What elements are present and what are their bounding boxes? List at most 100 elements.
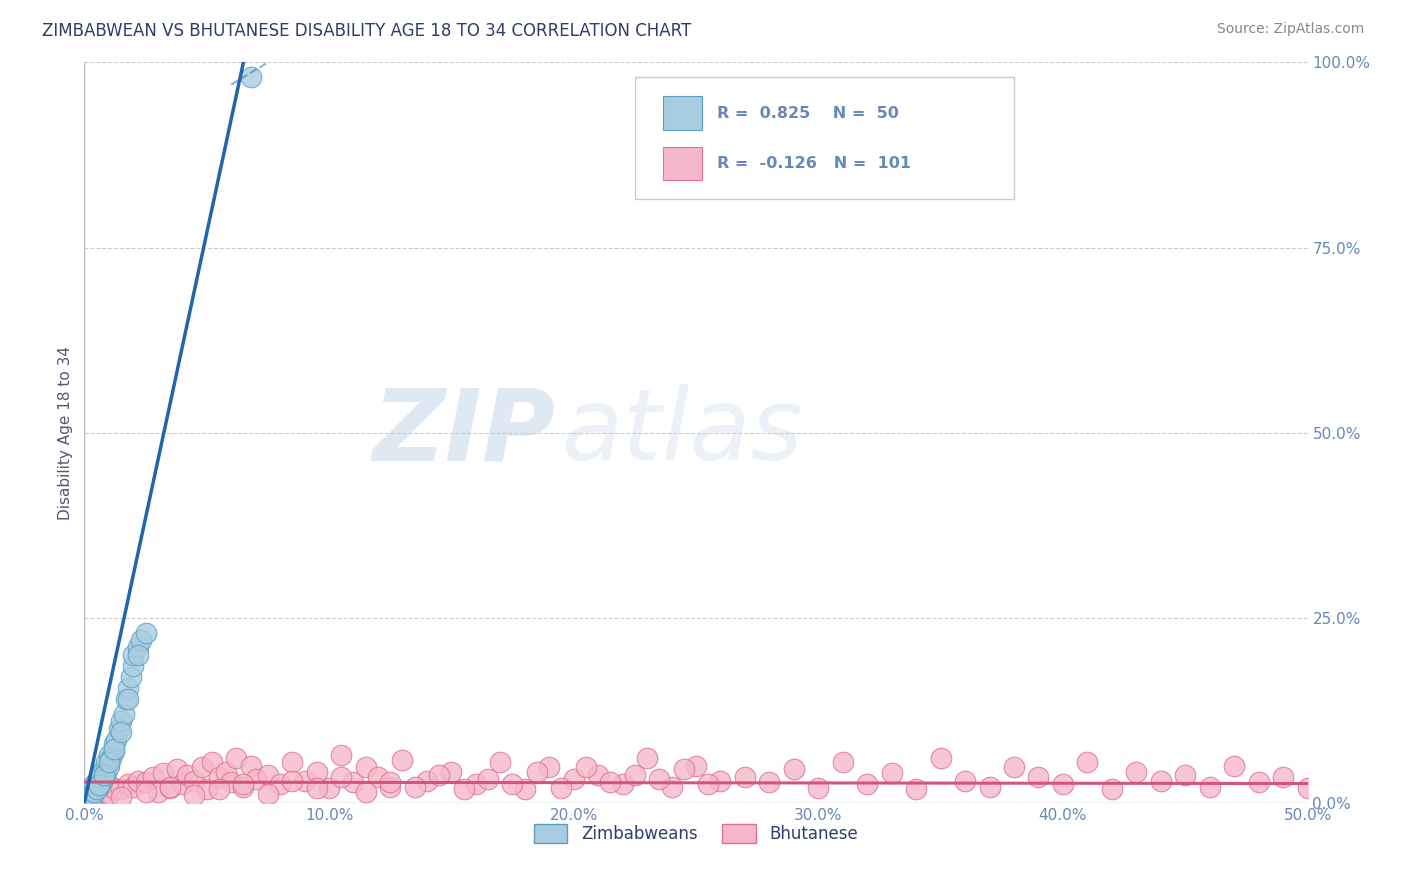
Point — [1101, 782, 1123, 797]
FancyBboxPatch shape — [664, 147, 702, 180]
Point — [342, 775, 364, 789]
Point — [110, 714, 132, 729]
Point — [110, 725, 132, 739]
Point — [526, 764, 548, 779]
Point — [129, 632, 152, 647]
Point — [219, 775, 242, 789]
Point — [709, 773, 731, 788]
Text: ZIMBABWEAN VS BHUTANESE DISABILITY AGE 18 TO 34 CORRELATION CHART: ZIMBABWEAN VS BHUTANESE DISABILITY AGE 1… — [42, 22, 692, 40]
Point — [318, 780, 340, 795]
Point — [76, 794, 98, 808]
Point — [96, 755, 118, 769]
Point — [146, 785, 169, 799]
Point — [80, 789, 103, 803]
Point — [1296, 780, 1319, 795]
Point — [135, 625, 157, 640]
Point — [183, 789, 205, 803]
FancyBboxPatch shape — [636, 78, 1014, 200]
Point — [612, 777, 634, 791]
Point — [135, 785, 157, 799]
FancyBboxPatch shape — [664, 96, 702, 129]
Point — [586, 767, 609, 781]
Point — [172, 777, 194, 791]
Point — [176, 767, 198, 781]
Point — [112, 706, 135, 721]
Point — [354, 760, 377, 774]
Point — [367, 770, 389, 784]
Point — [257, 767, 280, 781]
Point — [80, 789, 103, 804]
Point — [354, 785, 377, 799]
Point — [77, 787, 100, 801]
Point — [86, 777, 108, 791]
Point — [1125, 764, 1147, 779]
Point — [783, 763, 806, 777]
Point — [105, 732, 128, 747]
Point — [83, 777, 105, 791]
Point — [80, 785, 103, 799]
Point — [281, 773, 304, 788]
Point — [127, 773, 149, 788]
Point — [562, 772, 585, 786]
Point — [257, 787, 280, 801]
Point — [110, 789, 132, 804]
Text: R =  -0.126   N =  101: R = -0.126 N = 101 — [717, 156, 911, 171]
Point — [1002, 760, 1025, 774]
Point — [502, 777, 524, 791]
Point — [281, 755, 304, 769]
Point — [122, 780, 145, 794]
Point — [77, 789, 100, 804]
Point — [661, 780, 683, 794]
Point — [538, 760, 561, 774]
Point — [672, 763, 695, 777]
Point — [208, 770, 231, 784]
Point — [1272, 770, 1295, 784]
Point — [166, 763, 188, 777]
Point — [208, 782, 231, 797]
Point — [97, 747, 120, 762]
Text: ZIP: ZIP — [373, 384, 555, 481]
Point — [90, 773, 112, 788]
Point — [93, 785, 115, 799]
Point — [117, 777, 139, 791]
Point — [200, 755, 222, 769]
Point — [404, 780, 426, 794]
Point — [979, 780, 1001, 794]
Point — [427, 767, 450, 781]
Point — [142, 770, 165, 784]
Point — [953, 773, 976, 788]
Point — [1028, 770, 1050, 784]
Point — [239, 758, 262, 772]
Point — [856, 777, 879, 791]
Point — [1150, 773, 1173, 788]
Point — [245, 772, 267, 786]
Point — [734, 770, 756, 784]
Point — [183, 773, 205, 788]
Point — [83, 785, 105, 799]
Point — [648, 772, 671, 786]
Point — [96, 766, 118, 780]
Legend: Zimbabweans, Bhutanese: Zimbabweans, Bhutanese — [527, 817, 865, 850]
Point — [807, 780, 830, 795]
Point — [599, 775, 621, 789]
Point — [97, 758, 120, 772]
Point — [86, 773, 108, 788]
Point — [110, 782, 132, 797]
Point — [83, 782, 105, 797]
Point — [905, 782, 928, 797]
Point — [232, 780, 254, 794]
Point — [305, 764, 328, 779]
Point — [76, 792, 98, 806]
Point — [103, 737, 125, 751]
Point — [117, 681, 139, 695]
Y-axis label: Disability Age 18 to 34: Disability Age 18 to 34 — [58, 345, 73, 520]
Point — [1052, 777, 1074, 791]
Point — [159, 780, 181, 795]
Point — [87, 775, 110, 789]
Point — [831, 755, 853, 769]
Point — [122, 648, 145, 662]
Point — [195, 782, 218, 797]
Point — [513, 782, 536, 797]
Point — [86, 782, 108, 797]
Point — [93, 767, 115, 781]
